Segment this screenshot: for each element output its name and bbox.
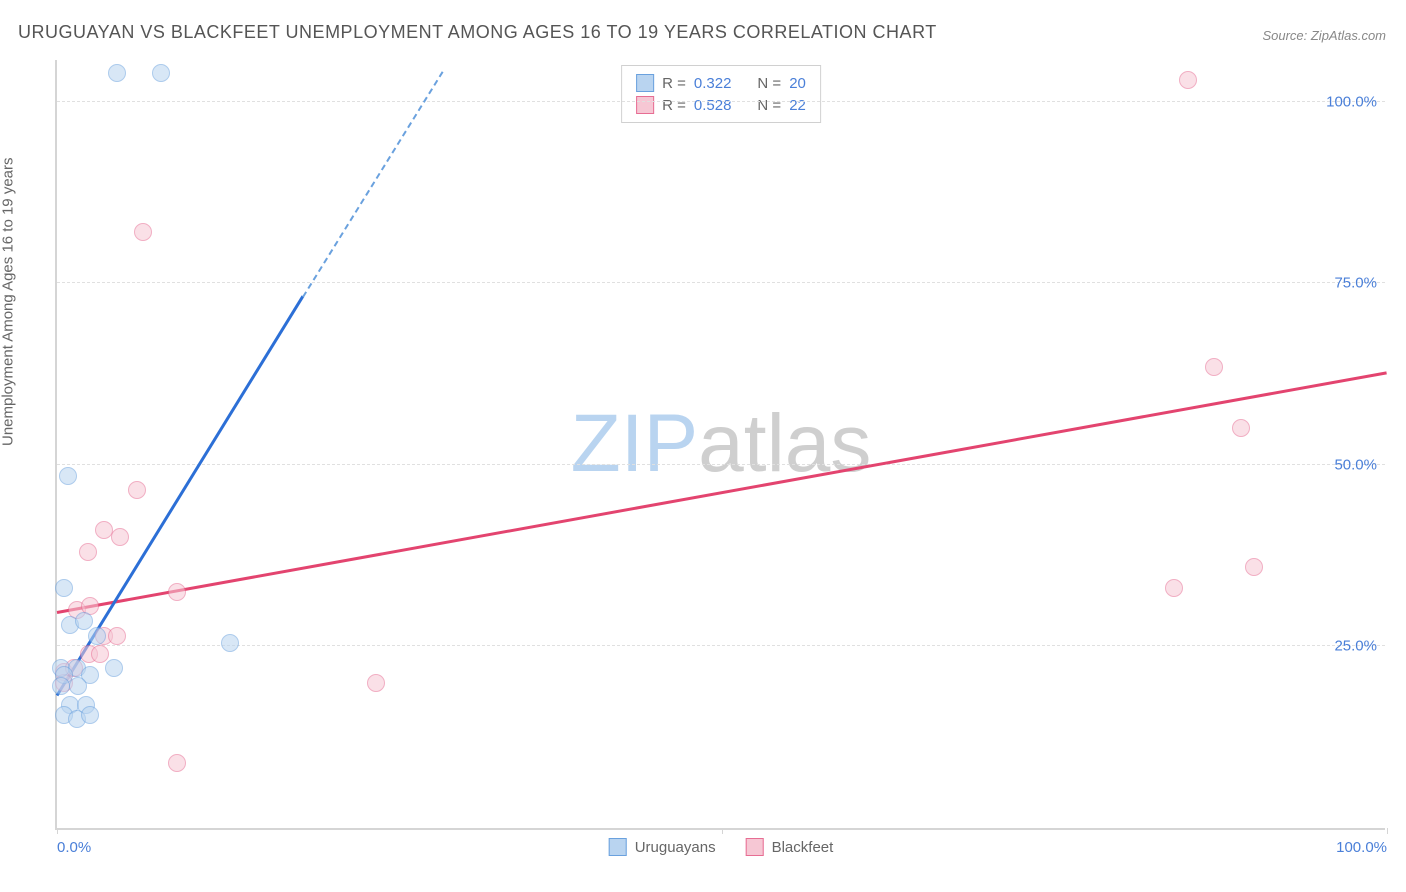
data-point-blackfeet (168, 754, 186, 772)
watermark: ZIPatlas (571, 397, 872, 491)
data-point-blackfeet (128, 481, 146, 499)
gridline (57, 101, 1385, 102)
data-point-uruguayans (55, 579, 73, 597)
data-point-uruguayans (69, 677, 87, 695)
x-tick-mark (1387, 828, 1388, 834)
data-point-uruguayans (81, 706, 99, 724)
y-tick-label: 25.0% (1334, 638, 1377, 655)
correlation-legend: R = 0.322 N = 20 R = 0.528 N = 22 (621, 65, 821, 123)
data-point-blackfeet (79, 543, 97, 561)
data-point-blackfeet (108, 627, 126, 645)
gridline (57, 464, 1385, 465)
data-point-blackfeet (1245, 558, 1263, 576)
data-point-uruguayans (105, 659, 123, 677)
trend-line (57, 371, 1388, 614)
n-label: N = (757, 97, 781, 114)
data-point-blackfeet (91, 645, 109, 663)
data-point-blackfeet (1205, 358, 1223, 376)
chart-title: URUGUAYAN VS BLACKFEET UNEMPLOYMENT AMON… (18, 22, 937, 43)
legend-item-blackfeet: Blackfeet (746, 838, 834, 856)
data-point-blackfeet (1165, 579, 1183, 597)
r-label: R = (662, 75, 686, 92)
swatch-icon (746, 838, 764, 856)
gridline (57, 645, 1385, 646)
gridline (57, 282, 1385, 283)
n-label: N = (757, 75, 781, 92)
legend-item-uruguayans: Uruguayans (609, 838, 716, 856)
y-axis-label: Unemployment Among Ages 16 to 19 years (0, 157, 17, 446)
n-value: 20 (789, 75, 806, 92)
trend-line (302, 71, 443, 297)
swatch-icon (636, 74, 654, 92)
data-point-blackfeet (111, 528, 129, 546)
data-point-uruguayans (88, 627, 106, 645)
data-point-blackfeet (1179, 71, 1197, 89)
n-value: 22 (789, 97, 806, 114)
data-point-blackfeet (134, 223, 152, 241)
legend-row-blackfeet: R = 0.528 N = 22 (636, 94, 806, 116)
swatch-icon (636, 96, 654, 114)
y-tick-label: 100.0% (1326, 93, 1377, 110)
data-point-uruguayans (59, 467, 77, 485)
y-tick-label: 50.0% (1334, 456, 1377, 473)
x-tick-mark (722, 828, 723, 834)
data-point-uruguayans (52, 677, 70, 695)
data-point-blackfeet (367, 674, 385, 692)
data-point-blackfeet (168, 583, 186, 601)
x-tick-mark (57, 828, 58, 834)
y-tick-label: 75.0% (1334, 275, 1377, 292)
source-label: Source: ZipAtlas.com (1262, 28, 1386, 43)
data-point-blackfeet (1232, 419, 1250, 437)
x-tick-label: 100.0% (1336, 839, 1387, 856)
watermark-part2: atlas (698, 398, 871, 489)
data-point-uruguayans (108, 64, 126, 82)
r-label: R = (662, 97, 686, 114)
r-value: 0.322 (694, 75, 732, 92)
data-point-uruguayans (75, 612, 93, 630)
x-tick-label: 0.0% (57, 839, 91, 856)
r-value: 0.528 (694, 97, 732, 114)
legend-row-uruguayans: R = 0.322 N = 20 (636, 72, 806, 94)
data-point-uruguayans (152, 64, 170, 82)
chart-plot-area: ZIPatlas R = 0.322 N = 20 R = 0.528 N = … (55, 60, 1385, 830)
swatch-icon (609, 838, 627, 856)
series-legend: Uruguayans Blackfeet (609, 838, 834, 856)
legend-label: Blackfeet (772, 839, 834, 856)
legend-label: Uruguayans (635, 839, 716, 856)
data-point-uruguayans (221, 634, 239, 652)
watermark-part1: ZIP (571, 398, 699, 489)
